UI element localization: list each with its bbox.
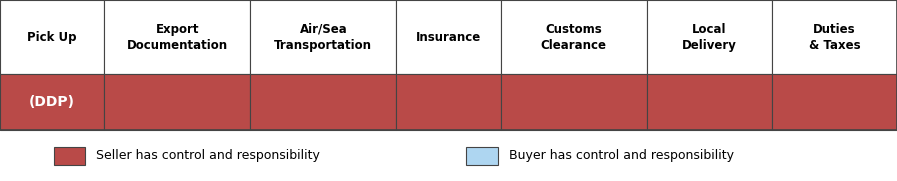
Bar [0,74,104,130]
Text: Duties
& Taxes: Duties & Taxes [808,23,860,52]
Text: Air/Sea
Transportation: Air/Sea Transportation [274,23,372,52]
Bar [250,0,396,74]
Bar [250,74,396,130]
Text: Seller has control and responsibility: Seller has control and responsibility [96,149,320,162]
Bar [104,0,250,74]
Bar [396,74,501,130]
Text: Local
Delivery: Local Delivery [682,23,736,52]
Bar [771,0,897,74]
Bar [501,74,647,130]
Bar [104,74,250,130]
Text: Buyer has control and responsibility: Buyer has control and responsibility [509,149,734,162]
Bar [0,0,104,74]
Text: Insurance: Insurance [416,31,481,44]
Text: (DDP): (DDP) [29,95,75,109]
Bar [501,0,647,74]
Bar [0,0,897,130]
Text: Export
Documentation: Export Documentation [126,23,228,52]
Bar [647,74,771,130]
Bar [647,0,771,74]
Bar [396,0,501,74]
Bar [771,74,897,130]
Text: Pick Up: Pick Up [28,31,77,44]
Bar [54,147,85,165]
Bar [466,147,498,165]
Text: Customs
Clearance: Customs Clearance [541,23,606,52]
